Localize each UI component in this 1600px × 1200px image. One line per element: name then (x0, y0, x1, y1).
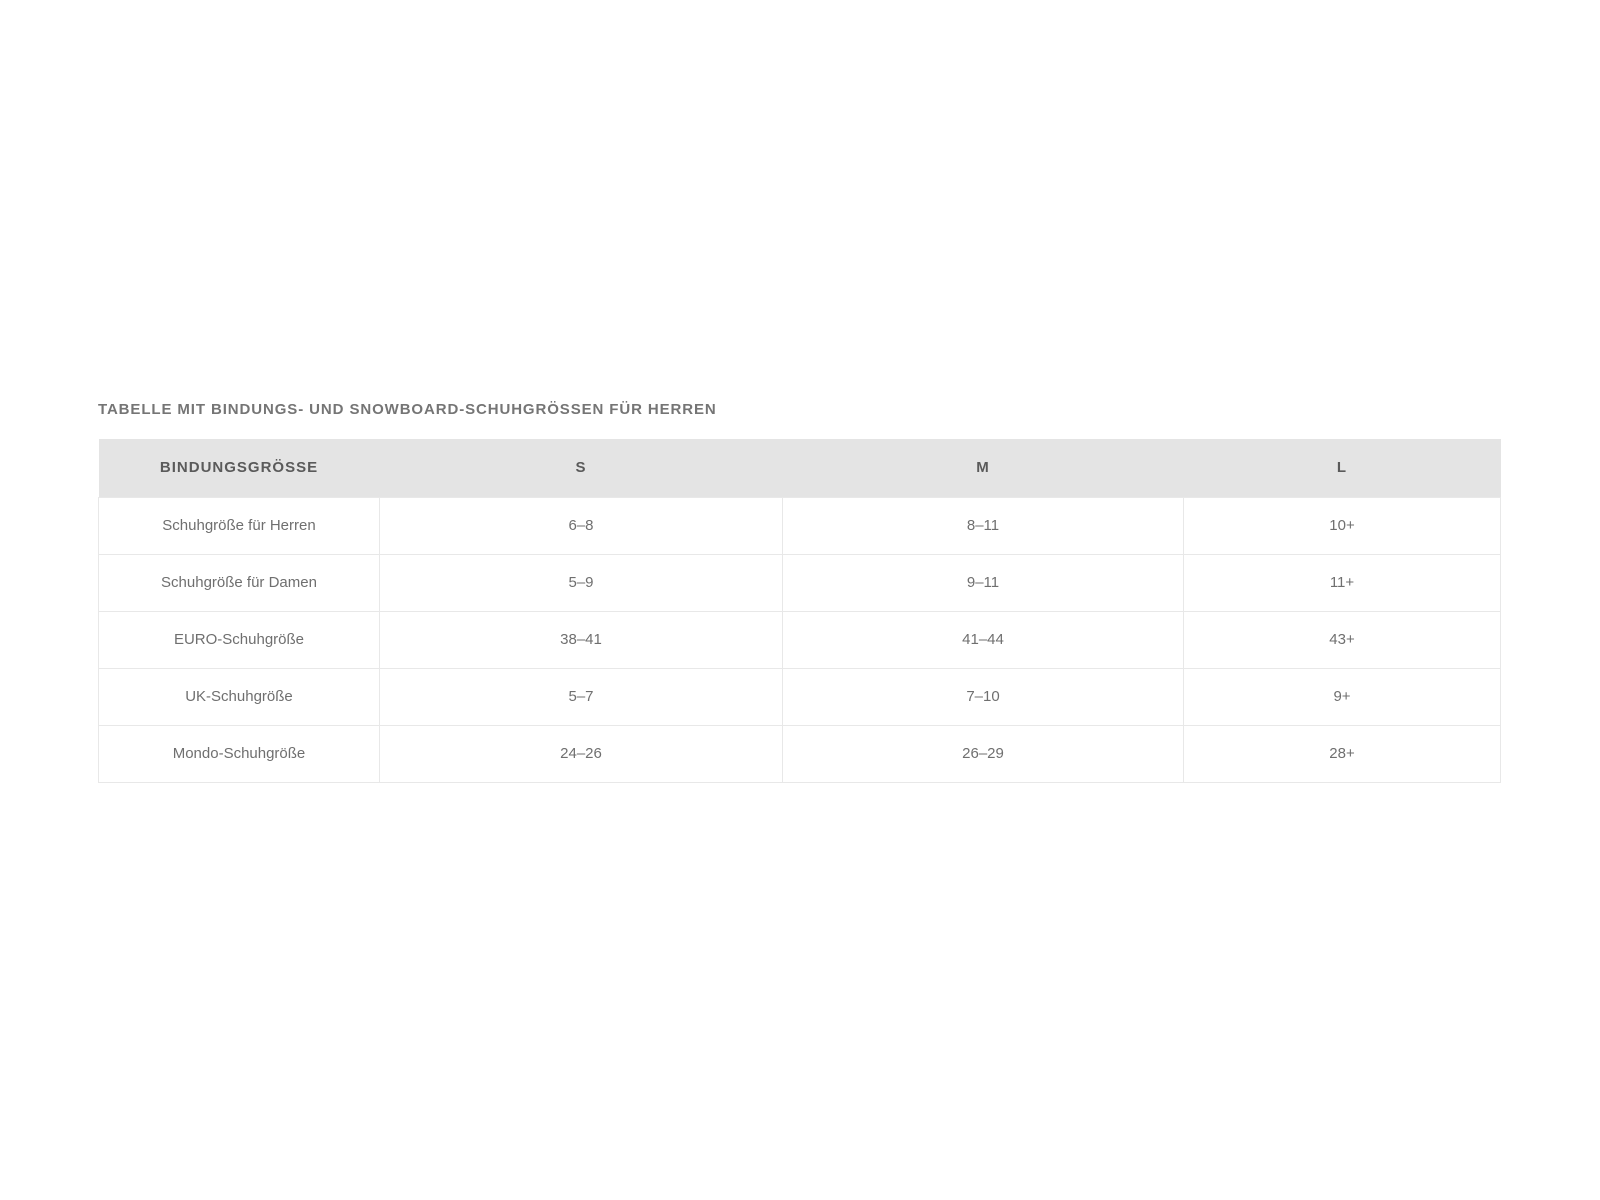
size-value-m: 7–10 (782, 667, 1184, 726)
row-label: Schuhgröße für Damen (98, 553, 380, 612)
row-label: Mondo-Schuhgröße (98, 724, 380, 783)
size-value-s: 6–8 (379, 496, 783, 555)
header-cell-size-l: L (1183, 439, 1501, 497)
row-label: EURO-Schuhgröße (98, 610, 380, 669)
table-row-euro: EURO-Schuhgröße 38–41 41–44 43+ (98, 610, 1501, 669)
row-label: UK-Schuhgröße (98, 667, 380, 726)
row-label: Schuhgröße für Herren (98, 496, 380, 555)
size-value-s: 24–26 (379, 724, 783, 783)
size-value-s: 38–41 (379, 610, 783, 669)
size-value-l: 10+ (1183, 496, 1501, 555)
size-value-l: 28+ (1183, 724, 1501, 783)
size-value-s: 5–7 (379, 667, 783, 726)
table-header-row: BINDUNGSGRÖSSE S M L (98, 439, 1501, 497)
header-cell-size-s: S (379, 439, 783, 497)
size-value-m: 26–29 (782, 724, 1184, 783)
size-value-m: 8–11 (782, 496, 1184, 555)
table-row-uk: UK-Schuhgröße 5–7 7–10 9+ (98, 667, 1501, 726)
size-value-m: 41–44 (782, 610, 1184, 669)
size-value-l: 11+ (1183, 553, 1501, 612)
table-row-damen: Schuhgröße für Damen 5–9 9–11 11+ (98, 553, 1501, 612)
size-value-l: 43+ (1183, 610, 1501, 669)
size-value-s: 5–9 (379, 553, 783, 612)
size-chart-table: BINDUNGSGRÖSSE S M L Schuhgröße für Herr… (98, 439, 1501, 783)
size-chart-title: TABELLE MIT BINDUNGS- UND SNOWBOARD-SCHU… (98, 401, 717, 418)
size-value-m: 9–11 (782, 553, 1184, 612)
table-row-herren: Schuhgröße für Herren 6–8 8–11 10+ (98, 496, 1501, 555)
header-cell-bindungsgroesse: BINDUNGSGRÖSSE (98, 439, 380, 497)
header-cell-size-m: M (782, 439, 1184, 497)
size-chart-section: TABELLE MIT BINDUNGS- UND SNOWBOARD-SCHU… (98, 401, 1501, 783)
size-value-l: 9+ (1183, 667, 1501, 726)
table-row-mondo: Mondo-Schuhgröße 24–26 26–29 28+ (98, 724, 1501, 783)
